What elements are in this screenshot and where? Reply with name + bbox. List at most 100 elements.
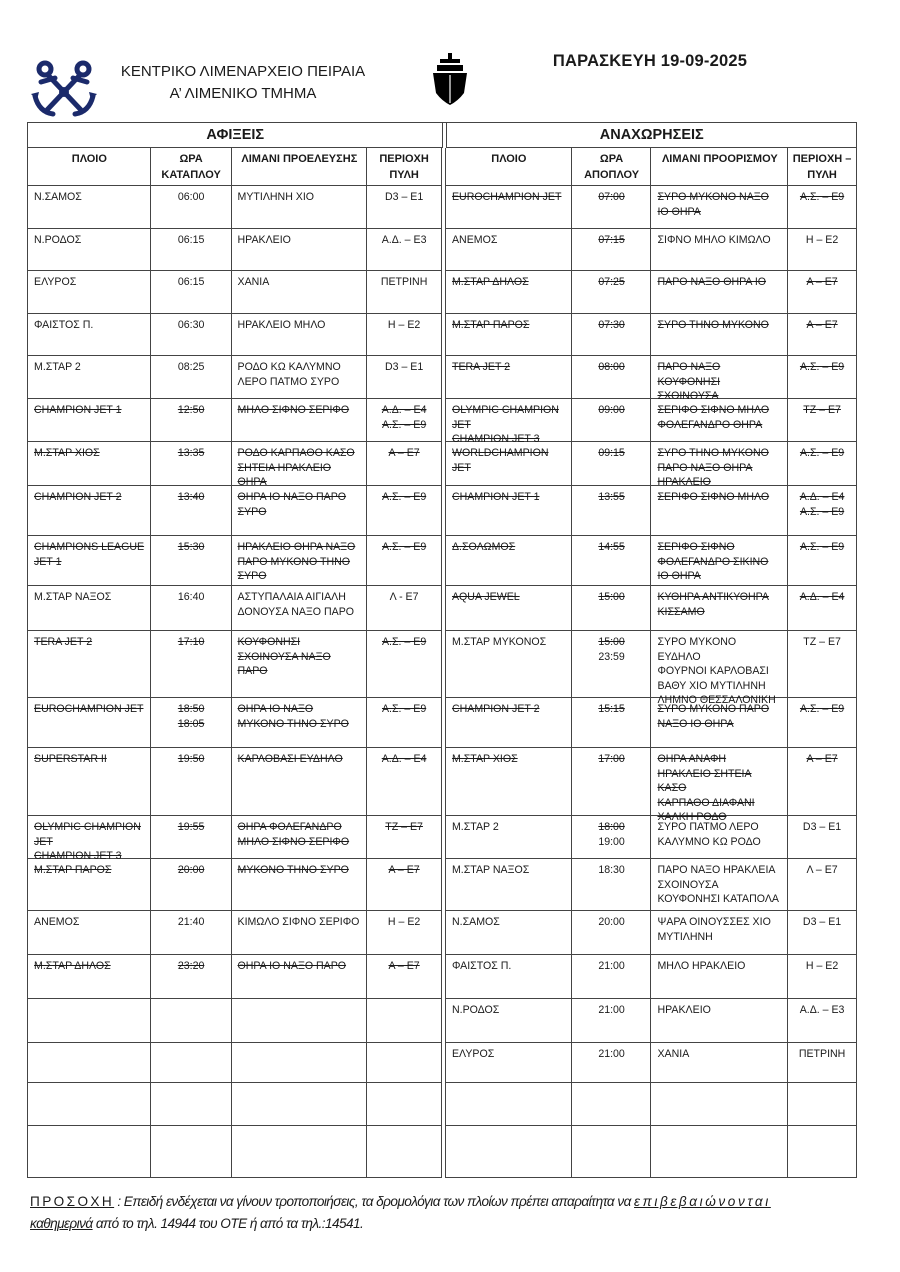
ship-text: Ν.ΡΟΔΟΣ [451, 1004, 500, 1016]
gate-cell: Λ – Ε7 [788, 859, 857, 911]
col-destination-port: ΛΙΜΑΝΙ ΠΡΟΟΡΙΣΜΟΥ [651, 148, 789, 186]
port-text: ΜΥΤΙΛΗΝΗ [657, 930, 713, 943]
time-text: 18:50 [177, 703, 205, 715]
time-cell: 07:30 [571, 314, 652, 356]
port-cell: ΑΣΤΥΠΑΛΑΙΑ ΑΙΓΙΑΛΗ ΔΟΝΟΥΣΑ ΝΑΞΟ ΠΑΡΟ [231, 586, 368, 631]
gate-text: Η – Ε2 [387, 916, 421, 928]
ship-text: OLYMPIC CHAMPION [34, 821, 141, 833]
table-divider [442, 123, 447, 148]
port-cell: ΗΡΑΚΛΕΙΟ [231, 229, 368, 271]
gate-text: D3 – E1 [384, 191, 424, 203]
time-cell: 19:50 [150, 748, 232, 816]
port-text: ΣΥΡΟ ΜΥΚΟΝΟ ΕΥΔΗΛΟ [657, 636, 737, 663]
ship-cell: Ν.ΡΟΔΟΣ [28, 229, 151, 271]
port-text: ΗΡΑΚΛΕΙΟ ΘΗΡΑ ΝΑΞΟ [237, 541, 356, 553]
gate-cell: Α.Σ. – Ε9 [367, 631, 442, 698]
ship-text: Μ.ΣΤΑΡ ΜΥΚΟΝΟΣ [451, 636, 547, 648]
port-text: ΒΑΘΥ ΧΙΟ ΜΥΤΙΛΗΝΗ [657, 679, 766, 692]
table-divider [442, 442, 446, 486]
ship-text: Μ.ΣΤΑΡ ΠΑΡΟΣ [34, 864, 112, 876]
gate-cell: ΠΕΤΡΙΝΗ [788, 1043, 857, 1083]
port-text: ΣΥΡΟ ΤΗΝΟ ΜΥΚΟΝΟ [657, 319, 769, 331]
time-cell: 20:00 [571, 911, 652, 955]
port-text: ΧΑΝΙΑ [237, 276, 270, 288]
ship-cell: Δ.ΣΟΛΩΜΟΣ [445, 536, 572, 586]
table-divider [442, 586, 446, 631]
ship-text: CHAMPION JET 2 [451, 703, 540, 715]
time-cell: 16:40 [150, 586, 232, 631]
ship-cell: Μ.ΣΤΑΡ ΠΑΡΟΣ [445, 314, 572, 356]
gate-text: ΠΕΤΡΙΝΗ [380, 276, 428, 288]
gate-text: Α.Δ. – Ε4 [381, 404, 427, 416]
ship-cell: AQUA JEWEL [445, 586, 572, 631]
time-cell: 21:00 [571, 955, 652, 999]
port-text: ΜΥΚΟΝΟ ΤΗΝΟ ΣΥΡΟ [237, 864, 349, 876]
notice-emphasis-1: επιβεβαιώνονται [634, 1194, 771, 1209]
ship-cell: OLYMPIC CHAMPION JET CHAMPION JET 3 [445, 399, 572, 445]
col-origin-port: ΛΙΜΑΝΙ ΠΡΟΕΛΕΥΣΗΣ [231, 148, 368, 186]
table-divider [442, 816, 446, 859]
gate-cell: Α.Σ. – Ε9 [367, 486, 442, 536]
table-row: Ν.ΡΟΔΟΣ 21:00 ΗΡΑΚΛΕΙΟ Α.Δ. – Ε3 [28, 999, 857, 1043]
ship-cell: Ν.ΣΑΜΟΣ [28, 186, 151, 229]
ship-cell [28, 1043, 151, 1083]
ship-text: Μ.ΣΤΑΡ ΠΑΡΟΣ [451, 319, 530, 331]
time-cell: 15:30 [150, 536, 232, 586]
ship-text: CHAMPIONS LEAGUE [34, 541, 145, 553]
gate-text: Α.Σ. – Ε9 [799, 191, 845, 203]
ship-cell: Ν.ΣΑΜΟΣ [445, 911, 572, 955]
ship-cell: CHAMPION JET 1 [445, 486, 572, 536]
gate-cell: Α.Σ. – Ε9 [788, 356, 857, 399]
table-row: CHAMPION JET 2 13:40 ΘΗΡΑ ΙΟ ΝΑΞΟ ΠΑΡΟ ΣΥΡΟ… [28, 486, 857, 536]
time-text: 18:30 [598, 864, 625, 876]
table-divider [442, 229, 446, 271]
crossed-anchors-logo-icon [31, 60, 97, 117]
gate-text: ΤΖ – Ε7 [803, 404, 841, 416]
port-text: ΗΡΑΚΛΕΙΟ [237, 234, 291, 246]
table-row [28, 1083, 857, 1126]
gate-cell: Α.Δ. – Ε4 Α.Σ. – Ε9 [788, 486, 857, 536]
time-text: 07:00 [598, 191, 625, 203]
port-text: ΘΗΡΑ ΙΟ ΝΑΞΟ ΠΑΡΟ [237, 960, 347, 972]
ship-cell: EUROCHAMPION JET [445, 186, 572, 229]
table-row: TERA JET 2 17:10 ΚΟΥΦΟΝΗΣΙ ΣΧΟΙΝΟΥΣΑ ΝΑΞΟ ΠΑ… [28, 631, 857, 706]
time-text: 23:20 [177, 960, 205, 972]
time-text: 18:00 [598, 821, 625, 833]
port-text: ΗΡΑΚΛΕΙΟ [657, 476, 711, 489]
port-cell: ΘΗΡΑ ΙΟ ΝΑΞΟ ΠΑΡΟ ΣΥΡΟ [231, 486, 368, 536]
ship-text: EUROCHAMPION JET [451, 191, 562, 203]
time-text: 08:00 [598, 361, 625, 373]
port-cell: ΘΗΡΑ ΙΟ ΝΑΞΟ ΜΥΚΟΝΟ ΤΗΝΟ ΣΥΡΟ [231, 698, 368, 748]
ship-text: ΑΝΕΜΟΣ [451, 234, 498, 246]
port-cell [231, 1126, 368, 1178]
time-text: 20:00 [598, 916, 625, 928]
port-text: ΗΡΑΚΛΕΙΟ ΣΗΤΕΙΑ ΚΑΣΟ [657, 767, 752, 795]
ship-cell: Μ.ΣΤΑΡ ΔΗΛΟΣ [28, 955, 151, 999]
table-divider [442, 399, 446, 442]
port-text: ΣΕΡΙΦΟ ΣΙΦΝΟ ΜΗΛΟ [657, 404, 770, 416]
time-text: 08:25 [177, 361, 205, 373]
port-cell: ΚΟΥΦΟΝΗΣΙ ΣΧΟΙΝΟΥΣΑ ΝΑΞΟ ΠΑΡΟ [231, 631, 368, 698]
time-cell: 07:25 [571, 271, 652, 314]
time-text: 06:15 [177, 234, 205, 246]
gate-text: Η – Ε2 [387, 319, 421, 331]
gate-cell: Α – Ε7 [367, 955, 442, 999]
time-text: 06:30 [177, 319, 205, 331]
gate-text: D3 – E1 [384, 361, 424, 373]
gate-cell: Α – Ε7 [367, 442, 442, 486]
ship-cell [28, 999, 151, 1043]
time-text: 15:30 [177, 541, 205, 553]
ship-cell: SUPERSTAR II [28, 748, 151, 816]
ship-cell [445, 1083, 572, 1126]
port-text: ΜΗΛΟ ΗΡΑΚΛΕΙΟ [657, 960, 746, 972]
port-cell [231, 999, 368, 1043]
ship-text: CHAMPION JET 2 [34, 491, 122, 503]
time-text: 21:00 [598, 1048, 625, 1060]
table-divider [442, 148, 446, 186]
time-text: 12:50 [177, 404, 205, 416]
col-gate: ΠΕΡΙΟΧΗ – ΠΥΛΗ [788, 148, 857, 186]
time-cell: 09:15 [571, 442, 652, 486]
gate-text: Α.Σ. – Ε9 [799, 541, 845, 553]
gate-cell: Α – Ε7 [367, 859, 442, 911]
gate-text: Α.Δ. – Ε4 [799, 591, 845, 603]
